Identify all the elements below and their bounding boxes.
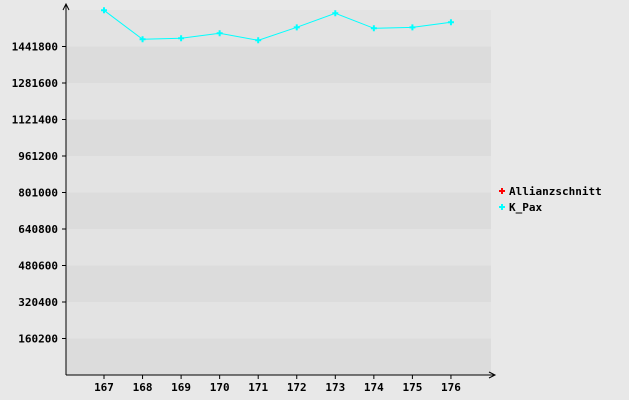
plot-band [66,10,491,47]
data-point [447,19,454,26]
data-point [293,24,300,31]
y-tick-label: 1281600 [12,77,58,90]
y-tick-label: 480600 [18,260,58,273]
x-tick-label: 172 [287,381,307,394]
x-tick-label: 173 [325,381,345,394]
y-tick-label: 961200 [18,150,58,163]
y-tick-label: 1121400 [12,114,58,127]
plot-band [66,156,491,193]
y-axis-arrow [62,2,70,11]
plot-band [66,338,491,375]
x-tick-label: 176 [441,381,461,394]
legend-label: Allianzschnitt [509,185,602,198]
data-point [370,25,377,32]
x-tick-label: 168 [133,381,153,394]
x-tick-label: 170 [210,381,230,394]
legend-marker-icon [499,188,505,194]
x-tick-label: 174 [364,381,384,394]
data-point [178,35,185,42]
data-point [409,24,416,31]
x-tick-label: 171 [248,381,268,394]
plot-band [66,229,491,266]
y-tick-label: 1441800 [12,41,58,54]
plot-band [66,46,491,83]
data-point [216,30,223,37]
x-tick-label: 175 [402,381,422,394]
plot-bands [66,10,491,375]
x-axis-arrow [488,371,497,379]
legend-label: K_Pax [509,201,542,214]
plot-band [66,83,491,120]
plot-band [66,265,491,302]
data-point [255,37,262,44]
legend-marker-icon [499,204,505,210]
x-ticks: 167 168 169 170 171 172 173 174 175 176 [94,375,461,394]
y-tick-label: 801000 [18,187,58,200]
series [101,7,454,44]
legend: Allianzschnitt K_Pax [499,185,602,214]
plot-band [66,192,491,229]
x-tick-label: 169 [171,381,191,394]
series-line-K_Pax [103,9,452,41]
data-point [101,7,107,14]
plot-band [66,302,491,339]
y-tick-label: 640800 [18,223,58,236]
data-point [332,10,339,17]
plot-band [66,119,491,156]
y-tick-label: 160200 [18,333,58,346]
axes [62,2,497,379]
x-tick-label: 167 [94,381,114,394]
y-tick-label: 320400 [18,296,58,309]
data-point [139,36,146,43]
y-ticks: 160200 320400 480600 640800 801000 961200 1121… [12,41,66,346]
